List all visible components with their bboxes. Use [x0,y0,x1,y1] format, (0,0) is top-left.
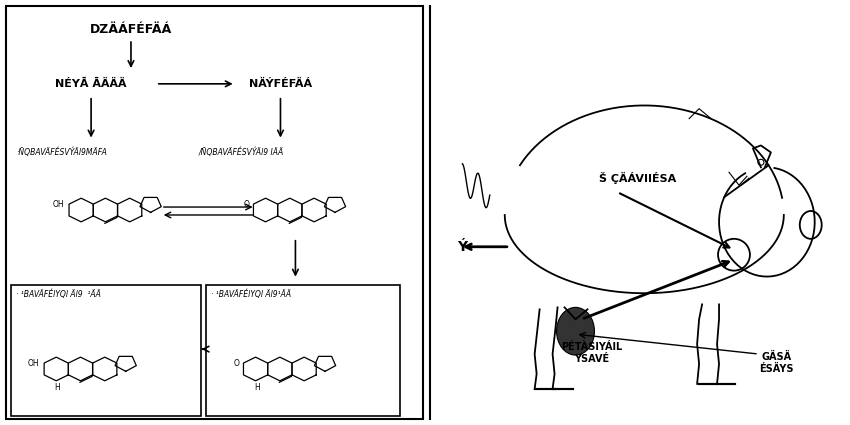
Bar [6,6,423,419]
Text: YSAVÉ: YSAVÉ [574,354,609,364]
Text: OH: OH [53,200,64,209]
Text: H: H [254,383,260,392]
Text: DZÄÁFÉFÄÁ: DZÄÁFÉFÄÁ [90,23,172,36]
Text: · ¹BAVÄFÉlYQl Äl9¹ÄÄ: · ¹BAVÄFÉlYQl Äl9¹ÄÄ [211,290,291,299]
Text: O: O [244,200,249,209]
Text: PÉTÀSIYÁIL: PÉTÀSIYÁIL [561,342,622,352]
Bar [206,284,400,416]
Text: GÄSÄ: GÄSÄ [762,352,792,362]
Text: OH: OH [27,359,39,368]
Ellipse shape [557,307,594,355]
Text: /ÑQBAVÄFÉSVÝÄl9 IÄÄ: /ÑQBAVÄFÉSVÝÄl9 IÄÄ [199,147,284,157]
Text: Ý: Ý [456,240,467,254]
Text: H: H [54,383,60,392]
Text: Š ÇÄÁVIIÉSA: Š ÇÄÁVIIÉSA [599,172,677,184]
Text: NÄÝFÉFÄÁ: NÄÝFÉFÄÁ [249,79,312,89]
Text: NÉYĀ ĀÄÄÄ: NÉYĀ ĀÄÄÄ [55,79,127,89]
Bar [11,284,201,416]
Text: ·ÑQBAVÄFÉSVÝÄl9MÄFA: ·ÑQBAVÄFÉSVÝÄl9MÄFA [16,147,107,157]
Text: O: O [234,359,240,368]
Text: · ¹BAVÄFÉlYQl Äl9  ¹ÄÄ: · ¹BAVÄFÉlYQl Äl9 ¹ÄÄ [16,290,101,299]
Text: ÉSÄYS: ÉSÄYS [760,364,794,374]
